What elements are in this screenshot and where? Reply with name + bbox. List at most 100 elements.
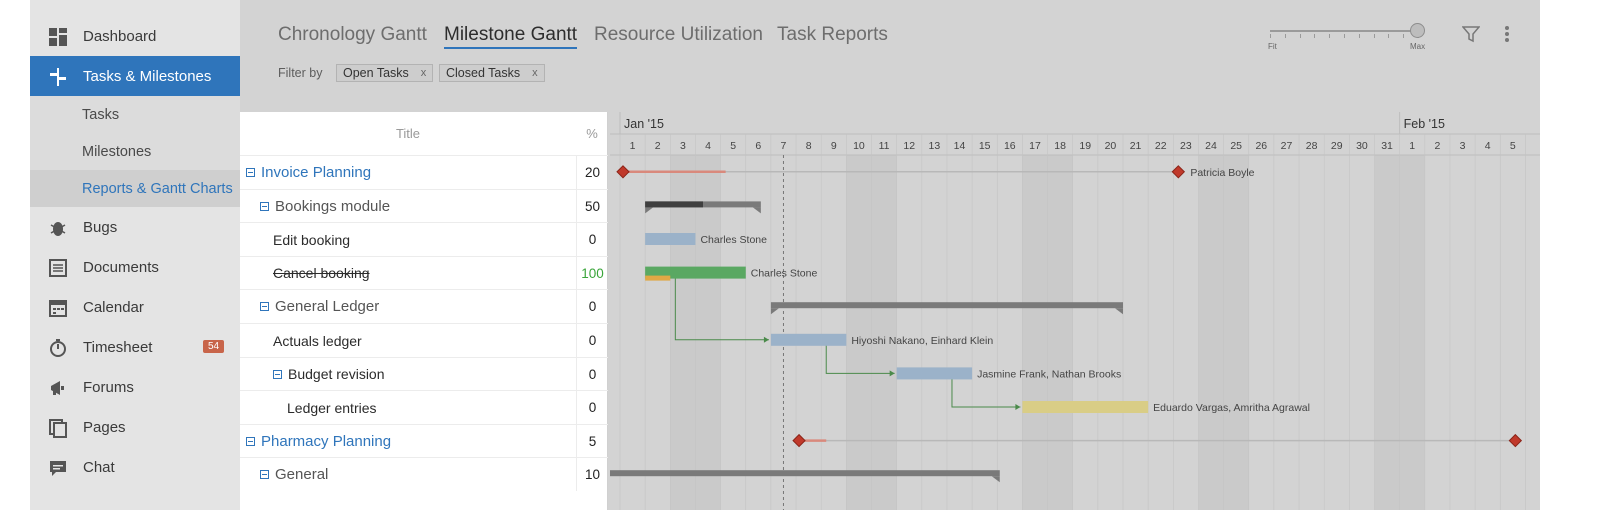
task-title-cell: Ledger entries [240,391,576,424]
day-tick-label: 8 [806,140,812,152]
table-row[interactable]: Bookings module 50 [240,188,608,223]
documents-icon [49,259,67,277]
sidebar-subitem-milestones[interactable]: Milestones [30,133,240,170]
milestone-diamond-icon[interactable] [616,165,630,179]
filter-icon[interactable] [1462,25,1480,43]
weekend-shade [1223,155,1249,510]
day-tick-label: 28 [1306,140,1318,152]
table-row[interactable]: Edit booking 0 [240,222,608,257]
sidebar-item-timesheet[interactable]: Timesheet 54 [30,327,240,367]
task-title[interactable]: Invoice Planning [261,164,372,181]
milestone-diamond-icon[interactable] [1508,433,1523,448]
task-table: Title % Invoice Planning 20 Bookings modul… [240,112,608,510]
milestone-diamond-icon[interactable] [792,433,806,448]
percent-complete-cell: 0 [576,324,608,357]
task-title: Budget revision [288,366,385,383]
summary-bar-progress [645,201,703,208]
collapse-toggle-icon[interactable] [260,302,269,312]
weekend-shade [1198,155,1224,510]
weekend-shade [1374,155,1400,510]
percent-complete-cell: 0 [576,223,608,257]
summary-bar[interactable] [770,302,1123,309]
collapse-toggle-icon[interactable] [273,369,282,379]
zoom-slider-tick [1270,34,1271,38]
zoom-slider-tick [1403,34,1405,38]
day-tick-label: 10 [853,140,865,152]
weekend-shade [1399,155,1425,510]
sidebar-item-pages[interactable]: Pages [30,407,240,447]
zoom-slider-track[interactable] [1270,30,1418,32]
filter-chip-label: Open Tasks [343,66,409,80]
day-tick-label: 14 [954,140,966,152]
milestone-diamond-icon[interactable] [1171,165,1186,179]
tab-task-reports[interactable]: Task Reports [777,24,888,45]
day-tick-label: 25 [1230,140,1242,152]
sidebar-item-calendar[interactable]: Calendar [30,287,240,327]
day-tick-label: 24 [1205,140,1217,152]
task-bar[interactable] [645,233,696,245]
collapse-toggle-icon[interactable] [246,436,255,446]
column-header-title[interactable]: Title [395,126,421,141]
collapse-toggle-icon[interactable] [260,470,269,480]
column-header-percent[interactable]: % [586,126,598,141]
percent-complete-cell: 0 [576,357,608,391]
sidebar-subitem-label: Reports & Gantt Charts [82,180,233,197]
tab-resource-utilization[interactable]: Resource Utilization [594,24,763,45]
day-tick-label: 13 [929,140,941,152]
table-row[interactable]: General Ledger 0 [240,289,608,324]
task-title[interactable]: Pharmacy Planning [261,432,392,450]
summary-bar-cap [770,308,779,315]
tab-milestone-gantt[interactable]: Milestone Gantt [444,24,578,49]
task-title-cell: Edit booking [240,223,576,256]
remove-filter-button[interactable]: x [420,67,427,79]
sidebar-subitem-tasks[interactable]: Tasks [30,96,240,133]
sidebar-item-documents[interactable]: Documents [30,247,240,287]
collapse-toggle-icon[interactable] [260,201,269,211]
dependency-link [951,378,1021,408]
day-tick-label: 2 [1434,140,1440,152]
percent-complete-cell: 50 [576,189,608,223]
zoom-max-label: Max [1410,42,1426,51]
table-row[interactable]: Ledger entries 0 [240,390,608,425]
remove-filter-button[interactable]: x [532,67,538,79]
sidebar-item-dashboard[interactable]: Dashboard [30,16,240,56]
table-row[interactable]: Cancel booking 100 [240,255,608,290]
chat-icon [50,461,66,476]
table-row[interactable]: Invoice Planning 20 [240,155,608,189]
collapse-toggle-icon[interactable] [246,168,255,177]
link-arrow-icon [889,370,895,377]
zoom-slider-handle[interactable] [1410,23,1425,38]
day-tick-label: 19 [1079,140,1091,152]
percent-complete-cell: 10 [576,458,608,492]
month-label: Jan '15 [624,117,664,131]
calendar-icon [49,300,67,317]
sidebar-item-tasks-milestones[interactable]: Tasks & Milestones [30,56,240,96]
task-bar[interactable] [770,333,847,346]
table-row[interactable]: Pharmacy Planning 5 [240,423,608,458]
weekend-shade [871,155,897,510]
task-bar-segment [645,275,671,281]
weekend-shade [1047,155,1073,510]
summary-bar[interactable] [610,470,1000,477]
task-bar[interactable] [1022,401,1149,413]
timesheet-icon [50,339,66,357]
task-bar[interactable] [896,367,973,380]
sidebar-item-forums[interactable]: Forums [30,367,240,407]
weekend-shade [1022,155,1048,510]
task-bar[interactable] [645,266,746,279]
day-tick-label: 22 [1155,140,1167,152]
sidebar-item-chat[interactable]: Chat [30,447,240,487]
day-tick-label: 11 [879,140,890,152]
table-row[interactable]: Budget revision 0 [240,356,608,391]
tab-chronology-gantt[interactable]: Chronology Gantt [278,24,427,45]
zoom-slider-tick [1299,34,1301,38]
table-row[interactable]: Actuals ledger 0 [240,323,608,357]
sidebar-item-bugs[interactable]: Bugs [30,207,240,247]
day-tick-label: 20 [1105,140,1117,152]
table-row[interactable]: General 10 [240,457,608,492]
task-title: Bookings module [275,197,391,215]
sidebar-subitem-reports-gantt[interactable]: Reports & Gantt Charts [30,170,240,207]
more-options-icon[interactable] [1504,25,1510,43]
zoom-slider-tick [1344,34,1345,38]
day-tick-label: 7 [781,140,787,152]
